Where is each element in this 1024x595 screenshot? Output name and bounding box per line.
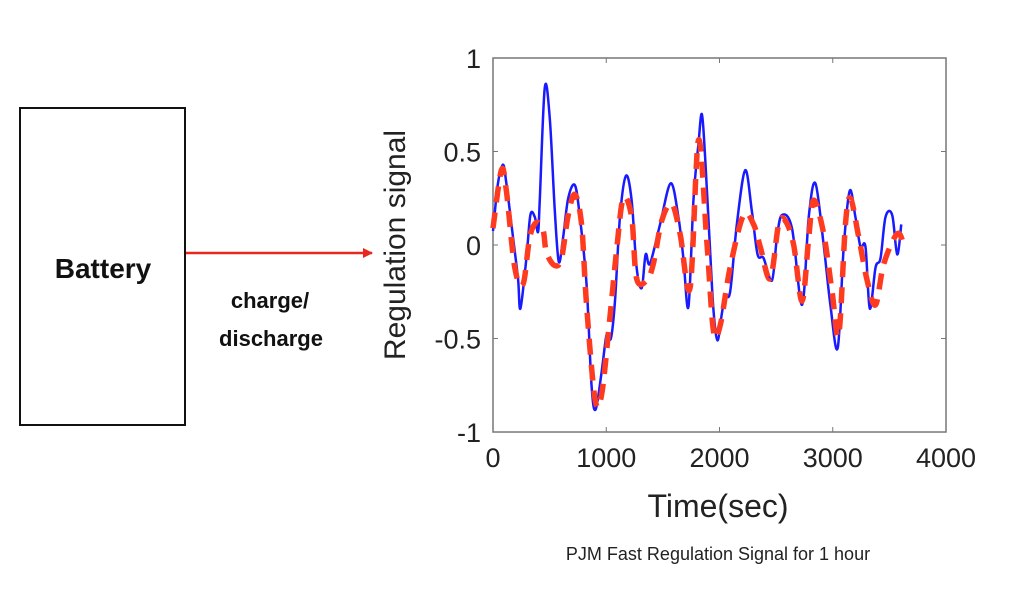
solid-series-line <box>491 82 903 412</box>
arrow-label-line1: charge/ <box>231 288 309 313</box>
y-axis-label: Regulation signal <box>379 130 412 360</box>
caption: PJM Fast Regulation Signal for 1 hour <box>566 544 870 564</box>
y-tick-label: -1 <box>457 418 481 448</box>
x-tick-label: 3000 <box>803 443 863 473</box>
arrow-label-line2: discharge <box>219 326 323 351</box>
y-tick-label: 1 <box>466 44 481 74</box>
y-tick-label: 0.5 <box>443 138 481 168</box>
plot-frame <box>492 57 947 433</box>
x-tick-label: 0 <box>485 443 500 473</box>
x-tick-label: 2000 <box>689 443 749 473</box>
dashed-series-line <box>490 137 907 411</box>
x-tick-label: 1000 <box>576 443 636 473</box>
x-axis-label: Time(sec) <box>647 488 788 524</box>
regulation-signal-chart: 0 1000 2000 3000 4000 1 0.5 0 -0.5 -1 Regulation … <box>379 44 976 524</box>
x-tick-label: 4000 <box>916 443 976 473</box>
y-tick-label: -0.5 <box>434 325 481 355</box>
battery-label: Battery <box>55 253 152 284</box>
y-tick-label: 0 <box>466 231 481 261</box>
battery-box <box>19 107 186 426</box>
